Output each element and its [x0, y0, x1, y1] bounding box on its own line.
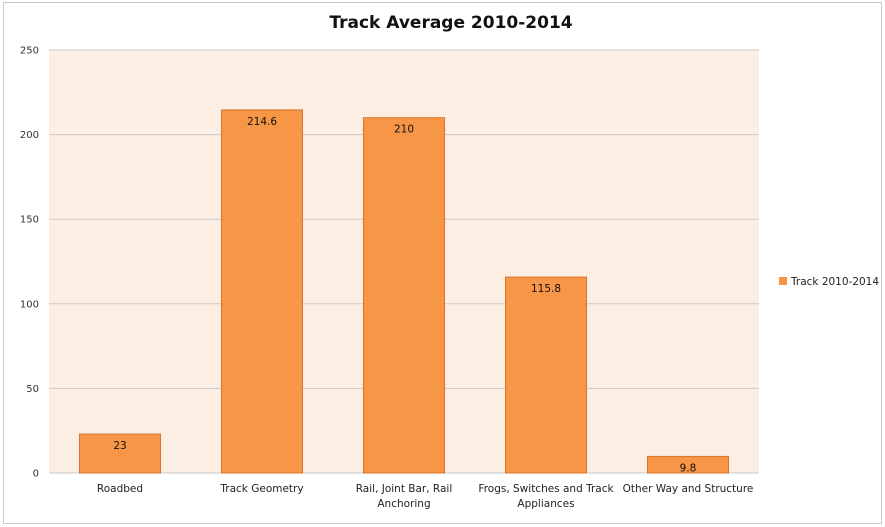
data-label: 115.8	[531, 283, 561, 295]
data-label: 210	[394, 124, 414, 136]
y-tick-label: 0	[33, 469, 39, 480]
legend-swatch	[779, 277, 787, 285]
y-tick-label: 250	[20, 46, 39, 57]
y-tick-label: 200	[20, 130, 39, 141]
chart-title: Track Average 2010-2014	[329, 13, 572, 33]
bar	[505, 276, 587, 474]
data-label: 214.6	[247, 116, 277, 128]
bars	[79, 109, 729, 474]
bar	[79, 433, 161, 474]
x-axis-categories: Roadbed Track Geometry Rail, Joint Bar, Ra…	[97, 483, 753, 510]
y-tick-label: 50	[26, 384, 39, 395]
data-label: 23	[113, 440, 126, 452]
bar	[647, 455, 729, 474]
chart-svg: Track Average 2010-2014 050100150200250 …	[20, 13, 879, 510]
data-labels: 23 214.6 210 115.8 9.8	[113, 116, 696, 475]
chart-frame: Track Average 2010-2014 0 50 100 150 200 250 …	[3, 2, 882, 524]
category-label: Track Geometry	[219, 483, 303, 495]
category-label: Roadbed	[97, 483, 143, 495]
bar	[363, 117, 445, 474]
legend: Track 2010-2014	[779, 276, 879, 288]
category-label: Frogs, Switches and Track Appliances	[478, 483, 614, 510]
y-axis-ticks: 0 50 100 150 200 250	[20, 46, 39, 480]
legend-label: Track 2010-2014	[790, 276, 879, 288]
data-label: 9.8	[680, 462, 697, 474]
category-label: Rail, Joint Bar, Rail Anchoring	[356, 483, 453, 510]
bar	[221, 109, 303, 474]
category-label: Other Way and Structure	[623, 483, 754, 495]
y-tick-label: 150	[20, 215, 39, 226]
y-tick-label: 100	[20, 299, 39, 310]
